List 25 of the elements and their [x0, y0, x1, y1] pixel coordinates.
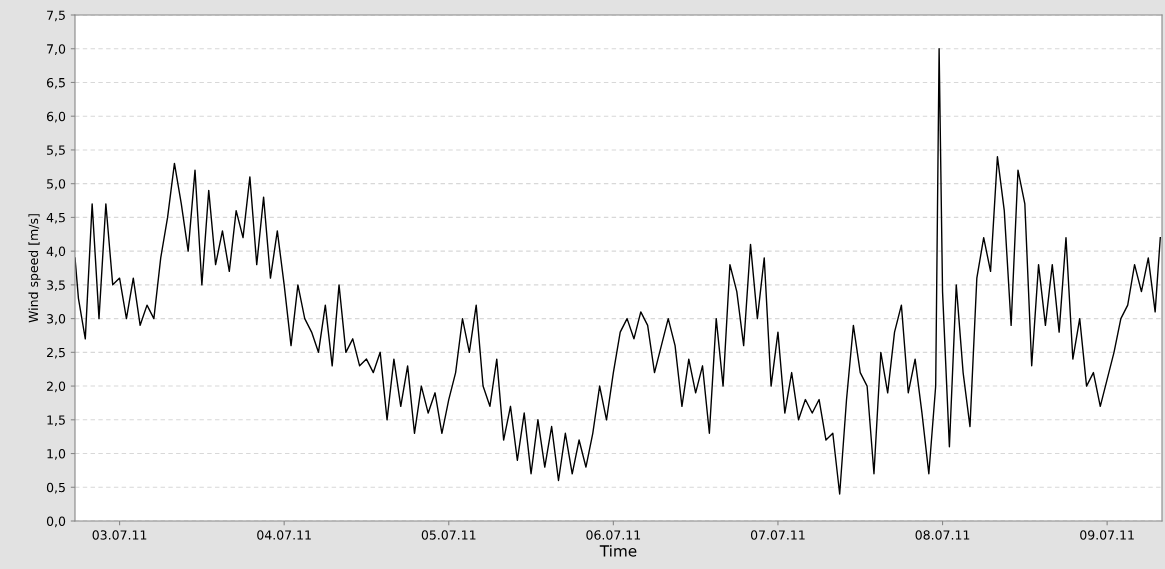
x-tick-label: 09.07.11 [1080, 530, 1134, 540]
y-tick-label: 3,5 [47, 280, 65, 292]
y-axis-title: Wind speed [m/s] [28, 214, 41, 323]
x-tick-label: 03.07.11 [92, 530, 147, 540]
x-tick-label: 05.07.11 [421, 530, 476, 540]
x-tick-label: 06.07.11 [586, 530, 641, 540]
x-tick-label: 04.07.11 [257, 530, 311, 540]
y-tick-label: 0,5 [46, 482, 65, 494]
y-tick-label: 2,0 [47, 381, 66, 393]
y-tick-label: 3,0 [47, 314, 66, 325]
x-tick-label: 07.07.11 [750, 530, 805, 540]
y-tick-label: 5,5 [47, 145, 65, 157]
x-tick-label: 08.07.11 [915, 530, 970, 540]
y-tick-label: 6,0 [46, 111, 66, 123]
y-tick-label: 2,5 [47, 347, 65, 359]
y-tick-label: 6,5 [46, 77, 65, 89]
y-tick-label: 5,0 [47, 179, 66, 190]
y-tick-label: 0,0 [46, 516, 66, 528]
y-tick-label: 7,5 [47, 10, 65, 22]
y-tick-label: 1,5 [47, 415, 65, 426]
y-tick-label: 1,0 [47, 449, 66, 460]
y-tick-label: 4,0 [46, 246, 66, 258]
y-tick-label: 4,5 [46, 213, 65, 224]
x-axis-title: Time [599, 544, 637, 557]
y-tick-label: 7,0 [47, 44, 66, 55]
